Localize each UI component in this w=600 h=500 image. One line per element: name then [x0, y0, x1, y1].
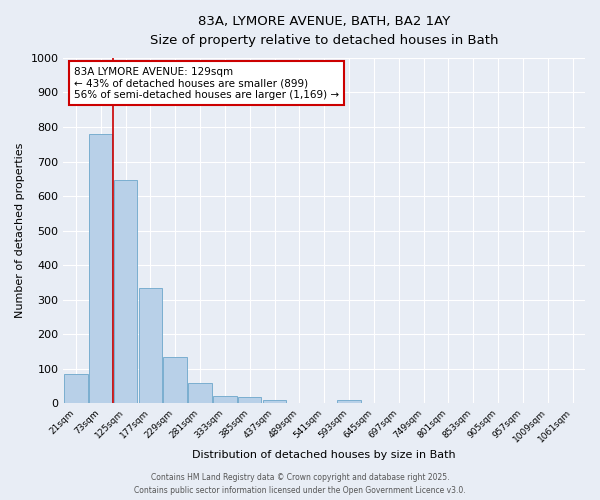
X-axis label: Distribution of detached houses by size in Bath: Distribution of detached houses by size …: [193, 450, 456, 460]
Bar: [337, 400, 361, 404]
Bar: [188, 382, 212, 404]
Bar: [64, 374, 88, 404]
Bar: [213, 396, 236, 404]
Bar: [163, 357, 187, 404]
Title: 83A, LYMORE AVENUE, BATH, BA2 1AY
Size of property relative to detached houses i: 83A, LYMORE AVENUE, BATH, BA2 1AY Size o…: [150, 15, 499, 47]
Bar: [238, 397, 262, 404]
Bar: [114, 180, 137, 404]
Bar: [89, 134, 112, 404]
Bar: [139, 288, 162, 404]
Y-axis label: Number of detached properties: Number of detached properties: [15, 143, 25, 318]
Text: Contains HM Land Registry data © Crown copyright and database right 2025.
Contai: Contains HM Land Registry data © Crown c…: [134, 474, 466, 495]
Bar: [263, 400, 286, 404]
Text: 83A LYMORE AVENUE: 129sqm
← 43% of detached houses are smaller (899)
56% of semi: 83A LYMORE AVENUE: 129sqm ← 43% of detac…: [74, 66, 339, 100]
